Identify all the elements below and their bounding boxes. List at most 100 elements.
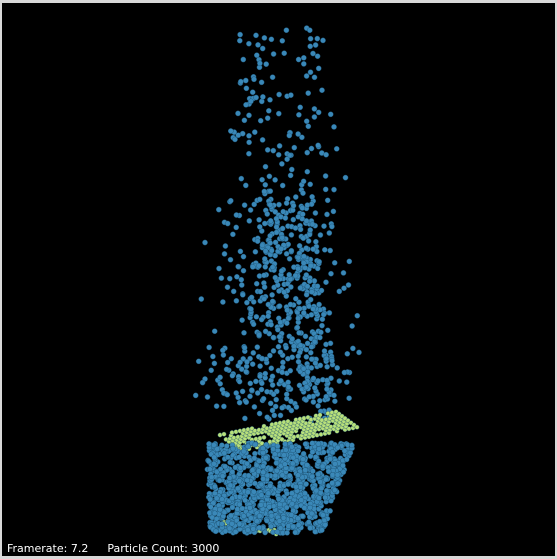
particle [212, 483, 218, 490]
particle [309, 193, 315, 200]
particle [246, 150, 252, 157]
particle [307, 504, 313, 511]
particle [199, 379, 206, 386]
particle [279, 38, 286, 44]
particle [269, 292, 275, 298]
particle [216, 477, 223, 484]
particle [278, 377, 284, 384]
particle [303, 218, 310, 224]
particle [334, 480, 341, 487]
particle [307, 525, 313, 531]
particle [270, 147, 277, 154]
particle [288, 407, 295, 414]
particle [242, 77, 249, 84]
particle-count-label: Particle Count: [107, 542, 188, 555]
particle [298, 497, 305, 503]
particle [345, 282, 352, 288]
particle [287, 367, 294, 374]
particle [301, 253, 307, 260]
particle [328, 270, 334, 277]
particle [311, 278, 318, 284]
particle [279, 182, 286, 189]
particle-canvas[interactable]: Framerate: 7.2 Particle Count: 3000 [2, 3, 555, 556]
particle [258, 386, 265, 393]
particle [246, 112, 252, 119]
particle [284, 490, 290, 497]
particle [303, 118, 310, 124]
particle [244, 359, 250, 365]
particle [227, 128, 234, 134]
particle [303, 272, 310, 278]
particle [303, 354, 310, 360]
particle [261, 188, 268, 195]
particle [253, 518, 260, 525]
particle [342, 174, 349, 181]
particle [269, 407, 276, 414]
particle [272, 239, 279, 246]
particle [222, 243, 229, 249]
particle [251, 76, 257, 83]
particle [283, 504, 290, 511]
particle [237, 78, 244, 85]
particle [263, 61, 270, 67]
particle [247, 504, 253, 511]
particle [233, 212, 240, 218]
particle [245, 489, 251, 495]
particle [307, 181, 314, 188]
particle [270, 51, 277, 57]
particle [308, 510, 315, 517]
particle [305, 519, 312, 525]
particle [262, 328, 269, 335]
particle [312, 454, 319, 460]
particle [302, 333, 309, 340]
particle [248, 294, 255, 301]
particle [284, 156, 290, 162]
particle [221, 450, 228, 456]
particle [303, 481, 309, 487]
particle [212, 528, 219, 535]
particle [262, 529, 268, 536]
particle [229, 430, 235, 435]
particle [227, 256, 234, 263]
particle [214, 446, 220, 452]
particle [223, 366, 230, 373]
particle [256, 410, 263, 417]
particle [307, 35, 314, 42]
particle [256, 458, 263, 464]
particle [279, 369, 286, 376]
particle [267, 188, 274, 194]
particle [195, 358, 202, 365]
particle [240, 513, 247, 519]
particle [320, 311, 327, 318]
particle [302, 490, 308, 497]
particle [247, 207, 254, 213]
particle [304, 149, 311, 156]
particle [245, 527, 251, 533]
particle [321, 246, 328, 253]
particle [327, 456, 334, 462]
particle [287, 172, 294, 179]
particle [283, 344, 289, 351]
particle [311, 74, 318, 81]
particle [316, 495, 322, 501]
particle [326, 310, 333, 316]
particle [309, 449, 316, 455]
particle [334, 444, 341, 451]
particle [267, 352, 273, 359]
particle [300, 190, 306, 196]
blue-particle-foreground [204, 440, 355, 536]
particle [295, 254, 302, 261]
particle [267, 201, 274, 208]
particle [322, 186, 329, 193]
particle [234, 485, 241, 492]
particle [261, 35, 268, 41]
particle [318, 287, 325, 294]
particle [319, 87, 325, 93]
particle [317, 334, 323, 341]
particle [235, 110, 241, 117]
particle [317, 479, 324, 485]
particle [314, 53, 321, 60]
particle [283, 200, 290, 206]
particle [276, 518, 283, 524]
particle [265, 301, 272, 308]
